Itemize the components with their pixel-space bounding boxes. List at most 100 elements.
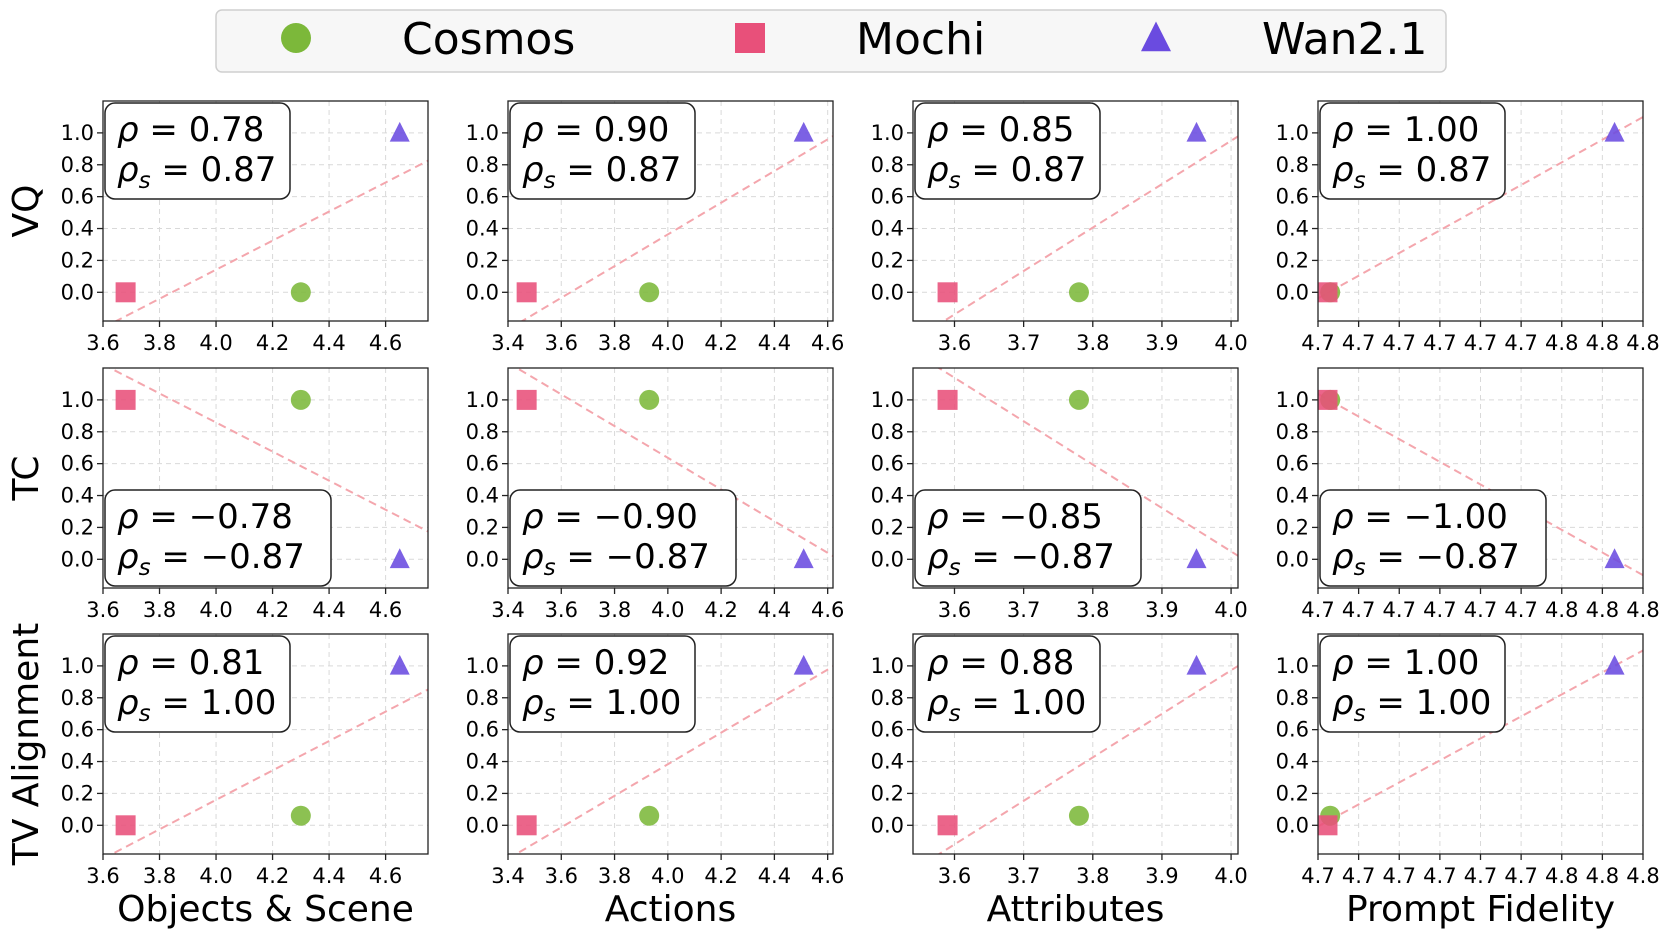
y-tick-label: 0.0 — [871, 547, 904, 571]
point-wan21 — [389, 121, 410, 142]
legend-entry-wan21: Wan2.1 — [1141, 14, 1428, 65]
point-cosmos — [639, 389, 660, 410]
y-tick-label: 0.2 — [1276, 248, 1309, 272]
row-label: TC — [6, 455, 47, 501]
trend-line — [520, 135, 833, 321]
trend-line — [1318, 116, 1643, 300]
legend: Cosmos Mochi Wan2.1 — [215, 9, 1447, 73]
y-tick-label: 1.0 — [61, 654, 94, 678]
pearson-stat: ρ = 1.00 — [1332, 110, 1479, 150]
x-tick-label: 4.4 — [758, 598, 791, 622]
x-tick-label: 4.0 — [199, 598, 232, 622]
y-tick-label: 0.8 — [61, 686, 94, 710]
x-tick-label: 4.2 — [256, 598, 289, 622]
x-tick-label: 3.8 — [598, 598, 631, 622]
y-tick-label: 0.2 — [1276, 781, 1309, 805]
x-tick-label: 4.6 — [811, 331, 844, 355]
x-tick-label: 4.7 — [1464, 598, 1497, 622]
x-tick-label: 3.9 — [1145, 864, 1178, 888]
x-tick-label: 4.7 — [1342, 598, 1375, 622]
y-tick-label: 0.6 — [871, 185, 904, 209]
y-tick-label: 0.6 — [61, 718, 94, 742]
y-tick-label: 0.2 — [871, 515, 904, 539]
stats-box-frame — [914, 102, 1101, 200]
y-tick-label: 0.8 — [1276, 153, 1309, 177]
x-tick-label: 3.8 — [143, 331, 176, 355]
legend-frame — [215, 9, 1447, 73]
x-tick-label: 3.6 — [545, 598, 578, 622]
axes-frame — [102, 633, 429, 855]
pearson-stat: ρ = 0.88 — [927, 643, 1074, 683]
x-tick-label: 4.8 — [1626, 598, 1659, 622]
spearman-stat: ρs = 0.87 — [1332, 150, 1491, 194]
point-mochi — [937, 282, 958, 303]
x-tick-label: 4.7 — [1423, 331, 1456, 355]
x-tick-label: 4.7 — [1383, 864, 1416, 888]
point-wan21 — [1604, 654, 1625, 675]
axes-frame — [507, 367, 834, 589]
y-tick-label: 0.8 — [871, 153, 904, 177]
trend-line — [937, 368, 1238, 557]
x-tick-label: 3.8 — [1076, 864, 1109, 888]
point-wan21 — [1186, 548, 1207, 569]
point-cosmos — [290, 805, 311, 826]
point-wan21 — [1604, 548, 1625, 569]
x-tick-label: 3.8 — [598, 331, 631, 355]
x-tick-label: 3.8 — [143, 598, 176, 622]
pearson-stat: ρ = −0.85 — [927, 497, 1103, 537]
x-tick-label: 4.7 — [1423, 864, 1456, 888]
point-mochi — [1317, 282, 1338, 303]
y-tick-label: 0.2 — [466, 515, 499, 539]
point-mochi — [115, 389, 136, 410]
spearman-stat: ρs = −0.87 — [522, 537, 710, 581]
pearson-stat: ρ = 1.00 — [1332, 643, 1479, 683]
axes-frame — [102, 100, 429, 322]
x-tick-label: 4.4 — [758, 331, 791, 355]
point-wan21 — [793, 548, 814, 569]
pearson-stat: ρ = −0.78 — [117, 497, 293, 537]
stats-box-frame — [104, 489, 332, 587]
y-tick-label: 0.4 — [1276, 750, 1309, 774]
legend-marker-square — [735, 23, 765, 53]
panel-0-0: 0.0 0.2 0.4 0.6 0.8 1.0 3.6 3.8 4.0 4.2 4.4 4.6 ρ = … — [61, 100, 429, 355]
column-label: Actions — [605, 889, 737, 930]
x-tick-label: 4.2 — [704, 331, 737, 355]
y-tick-label: 0.0 — [466, 813, 499, 837]
y-tick-label: 0.4 — [871, 750, 904, 774]
axes-frame — [102, 367, 429, 589]
y-tick-label: 0.8 — [466, 420, 499, 444]
x-tick-label: 3.6 — [86, 331, 119, 355]
x-tick-label: 4.4 — [312, 598, 345, 622]
y-tick-label: 0.4 — [466, 217, 499, 241]
y-tick-label: 0.0 — [61, 547, 94, 571]
y-tick-label: 0.6 — [871, 452, 904, 476]
spearman-stat: ρs = 1.00 — [1332, 683, 1491, 727]
x-tick-label: 4.7 — [1342, 864, 1375, 888]
stats-box-frame — [1319, 102, 1506, 200]
panel-0-3: 0.0 0.2 0.4 0.6 0.8 1.0 4.7 4.7 4.7 4.7 4.7 4.7 4.8 4… — [1276, 100, 1660, 355]
x-tick-label: 4.6 — [811, 864, 844, 888]
axes-frame — [507, 100, 834, 322]
panel-2-0: 0.0 0.2 0.4 0.6 0.8 1.0 3.6 3.8 4.0 4.2 4.4 4.6 ρ = … — [61, 633, 429, 888]
y-tick-label: 1.0 — [61, 388, 94, 412]
point-wan21 — [389, 548, 410, 569]
point-mochi — [937, 389, 958, 410]
legend-marker-triangle — [1141, 21, 1171, 52]
y-tick-label: 0.2 — [871, 248, 904, 272]
x-tick-label: 4.0 — [651, 331, 684, 355]
column-label: Attributes — [987, 889, 1165, 930]
y-tick-label: 0.8 — [61, 420, 94, 444]
y-tick-label: 0.0 — [1276, 280, 1309, 304]
y-tick-label: 0.6 — [61, 452, 94, 476]
x-tick-label: 3.8 — [143, 864, 176, 888]
x-tick-label: 4.7 — [1504, 331, 1537, 355]
y-tick-label: 0.8 — [871, 420, 904, 444]
x-tick-label: 4.4 — [758, 864, 791, 888]
panel-1-1: 0.0 0.2 0.4 0.6 0.8 1.0 3.4 3.6 3.8 4.0 4.2 4.4 4.6 ρ… — [466, 367, 844, 622]
x-tick-label: 4.0 — [199, 331, 232, 355]
